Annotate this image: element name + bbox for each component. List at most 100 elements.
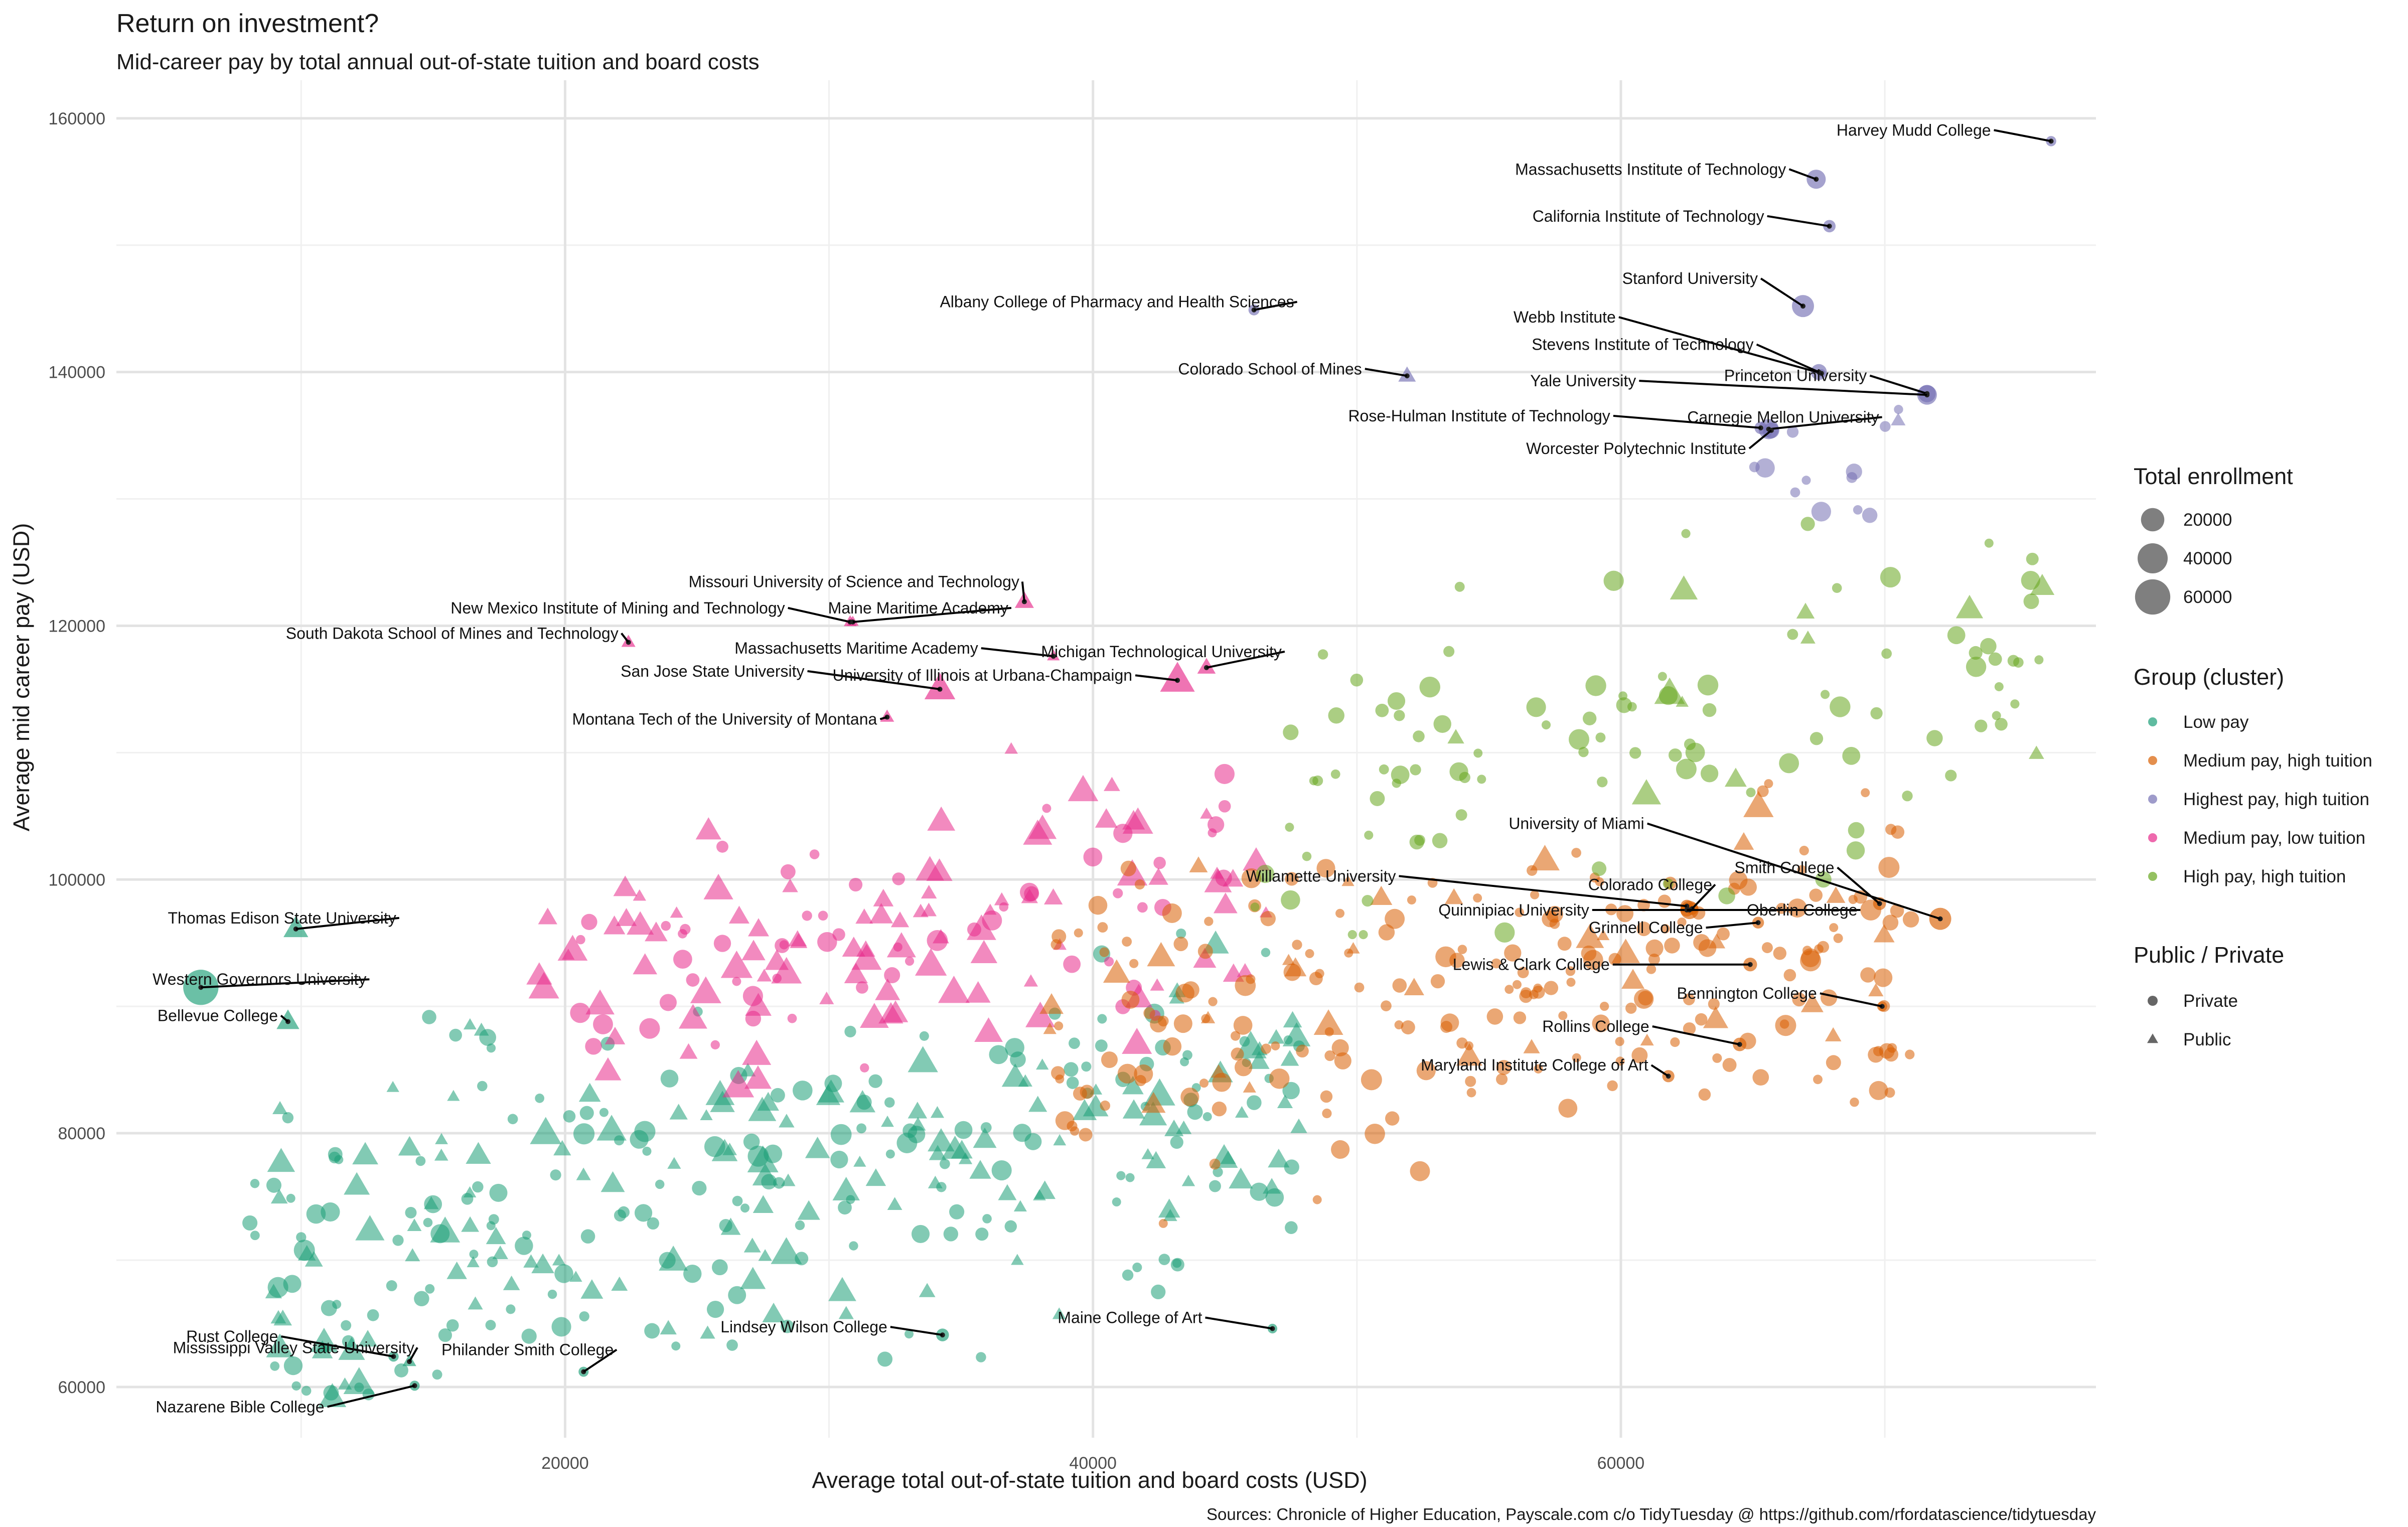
data-point [1975, 719, 1988, 732]
data-point [472, 1181, 484, 1193]
data-point [740, 1267, 766, 1289]
data-point [919, 1031, 929, 1041]
data-point [1116, 1171, 1126, 1180]
data-point [1101, 1051, 1118, 1068]
data-point [1992, 711, 2001, 720]
data-point [1023, 974, 1038, 987]
point-label: Oberlin College [1747, 901, 1858, 919]
leader-line [1706, 922, 1758, 929]
leader-line [981, 647, 1054, 658]
data-point [581, 913, 597, 931]
data-point [856, 1123, 867, 1134]
data-point [503, 1275, 520, 1290]
point-label: Maine College of Art [1058, 1309, 1202, 1327]
data-point [1028, 1096, 1047, 1112]
data-point [1668, 748, 1682, 762]
data-point [1199, 1079, 1209, 1088]
leader-line [1691, 884, 1716, 909]
data-point [2030, 574, 2055, 595]
data-point [355, 1215, 385, 1241]
data-point [1902, 911, 1919, 928]
data-point [659, 994, 677, 1011]
legend-color-title: Group (cluster) [2134, 664, 2284, 690]
data-point [1868, 983, 1884, 997]
data-point [1158, 1218, 1168, 1228]
data-point [1495, 1073, 1508, 1085]
data-point [1615, 1056, 1625, 1066]
data-point [1330, 769, 1340, 779]
x-tick-label: 40000 [1069, 1454, 1117, 1473]
data-point [719, 1219, 732, 1233]
data-point [603, 915, 626, 935]
data-point [779, 940, 789, 950]
data-point [1494, 922, 1515, 943]
data-point [485, 1320, 496, 1330]
data-point [1378, 924, 1395, 941]
data-point [1698, 1088, 1711, 1101]
data-point [1702, 703, 1717, 717]
data-point [1585, 675, 1606, 696]
data-point [1189, 856, 1208, 873]
data-point [594, 1057, 622, 1081]
data-point [1572, 1053, 1581, 1062]
data-point [1285, 1221, 1298, 1235]
data-point [659, 1252, 676, 1269]
data-point [250, 1179, 260, 1188]
data-point [1658, 672, 1667, 681]
data-point [853, 1155, 866, 1167]
data-point [795, 1220, 805, 1231]
data-point [1887, 1043, 1897, 1053]
data-point [927, 806, 956, 831]
data-point [250, 1231, 260, 1241]
data-point [267, 1277, 288, 1298]
data-point [830, 1150, 848, 1169]
data-point [1449, 953, 1465, 968]
data-point [1627, 702, 1637, 712]
point-label: Smith College [1734, 858, 1834, 876]
data-point [1722, 1057, 1737, 1072]
data-point [771, 1237, 802, 1264]
data-point [1631, 779, 1662, 805]
data-point [550, 1169, 561, 1181]
data-point [1712, 1053, 1722, 1063]
data-point [630, 1130, 649, 1149]
data-point [1820, 989, 1838, 1006]
data-point [1894, 405, 1903, 414]
data-point [463, 1018, 477, 1030]
data-point [1444, 888, 1463, 904]
data-point [856, 1095, 872, 1110]
data-point [467, 1256, 480, 1268]
data-point [1700, 765, 1719, 783]
data-point [1201, 1014, 1211, 1023]
data-point [939, 1158, 950, 1169]
data-point [1902, 791, 1913, 802]
data-point [1683, 1022, 1696, 1035]
data-point [1746, 788, 1756, 798]
data-point [890, 911, 910, 928]
data-point [705, 1080, 735, 1105]
data-point [605, 1026, 626, 1044]
point-label: Nazarene Bible College [156, 1398, 324, 1416]
data-point [1519, 989, 1533, 1003]
point-label: Quinnipiac University [1438, 901, 1589, 919]
data-point [580, 1229, 595, 1244]
data-point [842, 937, 865, 957]
data-point [1230, 1031, 1241, 1041]
data-point [2021, 570, 2040, 590]
data-point [438, 1328, 452, 1342]
data-point [1491, 958, 1501, 969]
data-point [1597, 777, 1608, 788]
data-point [1810, 732, 1824, 745]
data-point [1891, 412, 1906, 425]
data-point [1024, 1133, 1042, 1150]
data-point [461, 1192, 474, 1205]
data-point [915, 948, 947, 976]
labeled-data-point [283, 915, 309, 938]
data-point [1801, 948, 1820, 968]
data-point [273, 1309, 292, 1326]
data-point [1752, 1069, 1769, 1086]
data-point [787, 1013, 797, 1023]
data-point [1235, 1106, 1249, 1118]
data-point [921, 884, 937, 899]
data-point [1249, 1051, 1270, 1069]
